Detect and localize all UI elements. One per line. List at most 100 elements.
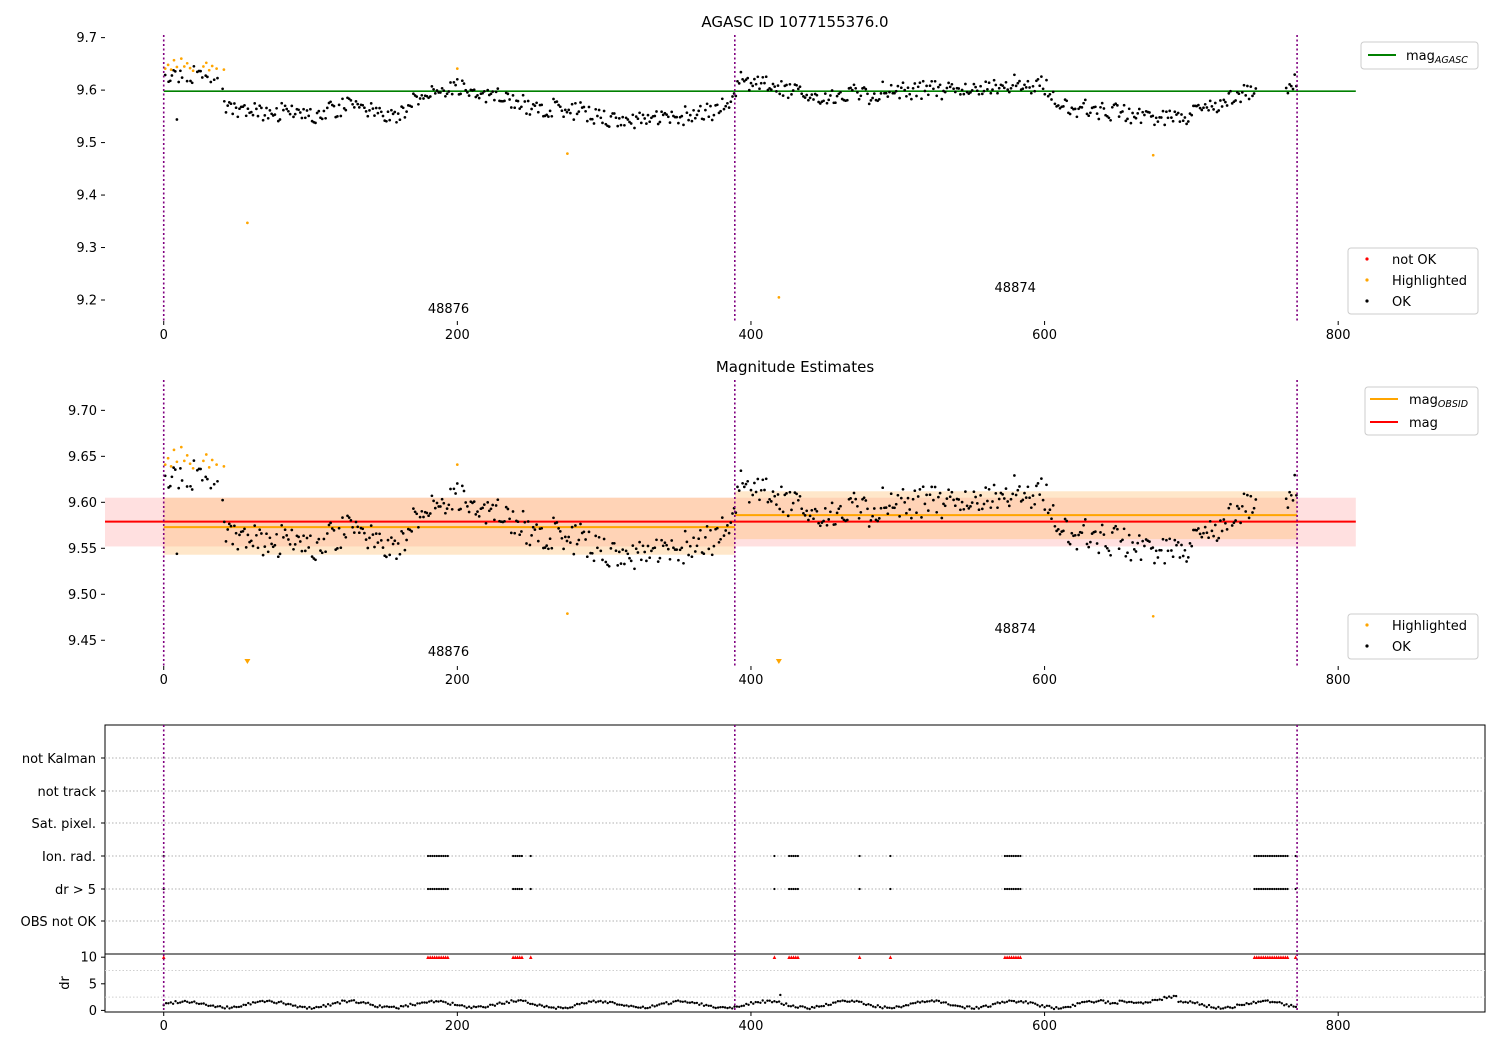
dr-xtick-label: 0 [160, 1019, 168, 1034]
ok-point [212, 78, 216, 82]
dr-point [900, 1006, 903, 1009]
dr-point [174, 1000, 177, 1003]
ok-point [552, 516, 555, 520]
ok-point [773, 494, 777, 498]
ok-point [447, 503, 451, 507]
dr-point [214, 1005, 217, 1009]
ok-point [959, 508, 962, 512]
ok-point [937, 85, 940, 89]
ok-point [623, 562, 626, 566]
dr-point [451, 1001, 454, 1004]
ok-point [872, 507, 876, 510]
dr-point [841, 999, 844, 1002]
ok-point [396, 112, 400, 115]
ok-point [1151, 546, 1155, 549]
ok-point [1041, 498, 1045, 502]
ok-point [244, 114, 248, 118]
flag-point [1255, 887, 1258, 891]
ok-point [1139, 558, 1143, 562]
ok-point [901, 487, 905, 491]
ok-point [543, 546, 547, 549]
ok-point [1220, 529, 1224, 533]
dr-point [486, 1005, 490, 1008]
ok-point [754, 490, 758, 494]
ok-point [1247, 97, 1251, 101]
ok-point [594, 107, 598, 111]
ok-point [834, 101, 837, 105]
ok-point [1190, 113, 1194, 117]
dr-point [829, 1003, 832, 1006]
highlighted-point [185, 454, 189, 457]
ok-point [278, 552, 282, 556]
dr-point [721, 1005, 724, 1009]
ok-point [1132, 548, 1136, 551]
top-ytick-label: 9.4 [76, 189, 97, 204]
dr-point [836, 1000, 840, 1003]
dr-point [1184, 1000, 1187, 1004]
ok-point [948, 495, 952, 499]
highlighted-point [166, 63, 170, 67]
ok-point [707, 115, 711, 119]
dr-point [411, 1003, 414, 1007]
dr-point [606, 1001, 609, 1005]
ok-point [1207, 108, 1210, 112]
top-xtick-label: 600 [1032, 328, 1057, 343]
ok-point [1109, 553, 1112, 557]
ok-point [666, 547, 670, 551]
ok-point [439, 91, 442, 94]
ok-point [199, 69, 202, 73]
ok-point [1029, 91, 1033, 95]
dr-point [1252, 1000, 1255, 1003]
flag-point [1017, 854, 1020, 858]
ok-point [643, 117, 647, 120]
ok-point [596, 114, 599, 118]
dr-clipped-marker [1293, 955, 1298, 959]
ok-point [970, 501, 974, 504]
dr-point [1189, 1000, 1192, 1003]
ok-point [531, 525, 535, 529]
dr-point [378, 1004, 381, 1007]
ok-point [950, 82, 954, 86]
ok-point [450, 92, 454, 96]
dr-point [308, 1005, 311, 1009]
ok-point [687, 553, 690, 557]
ok-point [432, 87, 435, 91]
dr-point [381, 1006, 384, 1009]
ok-point [569, 541, 572, 544]
ok-point [599, 549, 603, 553]
ok-point [1139, 121, 1143, 125]
flag-category-label: Ion. rad. [42, 850, 96, 865]
ok-point [1087, 545, 1091, 549]
ok-point [731, 512, 734, 515]
ok-point [371, 107, 375, 110]
ok-point [918, 81, 922, 85]
ok-point [523, 100, 527, 103]
ok-point [1234, 519, 1237, 522]
ok-point [1040, 75, 1043, 78]
dr-point [958, 1005, 962, 1008]
ok-point [420, 93, 424, 97]
top-xtick-label: 800 [1326, 328, 1351, 343]
magnitude-panel: AGASC ID 1077155376.09.29.39.49.59.69.70… [76, 13, 1479, 343]
ok-point [935, 94, 939, 98]
flag-point [440, 887, 443, 891]
top-xtick-label: 200 [445, 328, 470, 343]
ok-point [185, 79, 189, 83]
dr-point [183, 999, 187, 1003]
dr-point [193, 1000, 196, 1003]
ok-point [1068, 112, 1072, 116]
ok-point [278, 118, 282, 121]
ok-point [1136, 541, 1140, 545]
dr-point [423, 1001, 426, 1004]
ok-point [282, 108, 285, 112]
dr-point [1294, 1005, 1298, 1009]
top-xtick-label: 0 [160, 328, 168, 343]
ok-point [690, 119, 694, 123]
ok-point [626, 118, 630, 121]
ok-point [788, 490, 792, 494]
ok-point [633, 126, 636, 130]
ok-point [1163, 123, 1167, 127]
ok-point [803, 514, 807, 517]
dr-point [827, 1003, 830, 1007]
dr-point [529, 1002, 532, 1006]
